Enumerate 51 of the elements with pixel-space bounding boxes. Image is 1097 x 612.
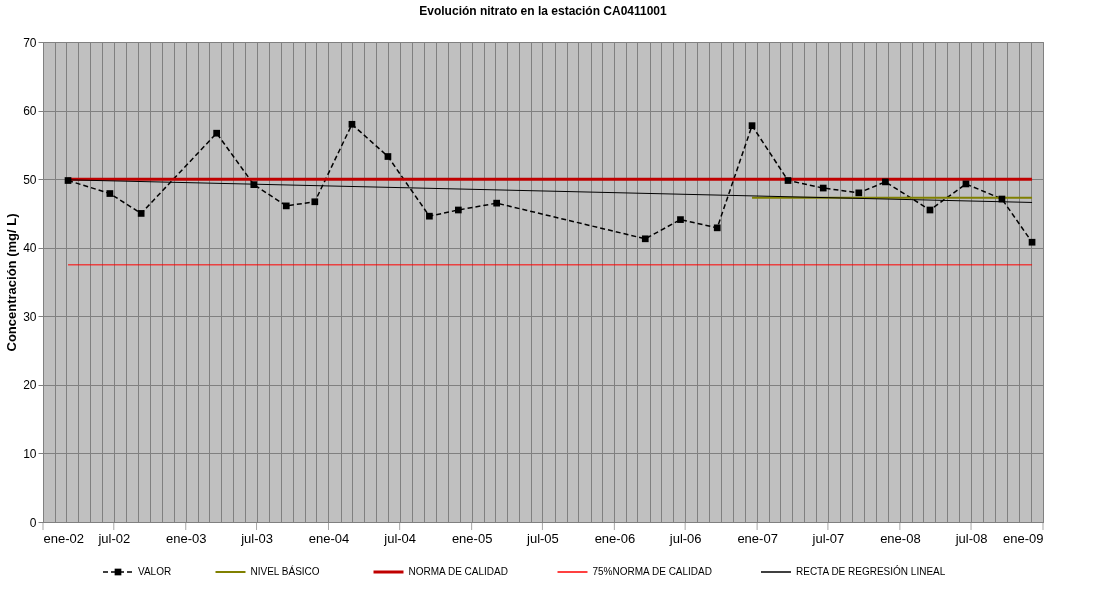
point: [641, 235, 649, 243]
point: [882, 178, 889, 186]
legend-label: VALOR: [138, 566, 172, 577]
point: [250, 181, 258, 188]
x-tick-label: ene-07: [737, 530, 778, 546]
point: [677, 216, 684, 223]
y-tick-label: 0: [29, 515, 37, 530]
legend-label: NORMA DE CALIDAD: [408, 566, 508, 577]
x-tick-label: jul-04: [383, 530, 417, 546]
point: [855, 189, 863, 197]
y-axis-title: Concentración (mg/ L): [4, 213, 20, 352]
y-tick-label: 60: [23, 104, 37, 119]
y-tick-label: 40: [23, 241, 37, 256]
legend-label: RECTA DE REGRESIÓN LINEAL: [796, 565, 946, 577]
point: [1028, 238, 1036, 246]
legend-label: 75%NORMA DE CALIDAD: [592, 566, 712, 577]
x-tick-label: ene-02: [43, 530, 84, 546]
x-tick-label: ene-05: [451, 530, 493, 546]
x-tick-label: jul-02: [97, 530, 131, 546]
x-tick-label: jul-08: [954, 530, 988, 546]
point: [64, 177, 72, 184]
x-tick-label: ene-06: [594, 530, 636, 546]
y-tick-label: 30: [23, 309, 37, 324]
point: [106, 190, 114, 197]
x-tick-label: jul-07: [811, 530, 845, 546]
point: [713, 224, 721, 232]
point: [348, 120, 356, 128]
point: [493, 199, 501, 207]
x-tick-label: ene-04: [308, 530, 350, 546]
x-tick-label: ene-03: [166, 530, 207, 546]
point: [426, 212, 433, 220]
point: [454, 206, 462, 214]
y-tick-label: 20: [23, 378, 37, 393]
point: [784, 177, 792, 184]
chart-title: Evolución nitrato en la estación CA0411001: [419, 4, 668, 18]
y-tick-label: 50: [23, 172, 37, 187]
x-tick-label: jul-03: [240, 530, 273, 546]
x-tick-label: ene-09: [1003, 530, 1044, 546]
x-tick-label: ene-08: [880, 530, 921, 546]
point: [819, 184, 827, 192]
point: [384, 153, 392, 160]
y-tick-label: 10: [23, 446, 37, 461]
legend-label: NIVEL BÁSICO: [250, 565, 320, 577]
y-tick-label: 70: [23, 35, 37, 50]
point: [213, 129, 220, 137]
x-tick-label: jul-05: [526, 530, 559, 546]
x-tick-label: jul-06: [668, 530, 702, 546]
point: [137, 210, 145, 217]
point: [748, 122, 756, 130]
point: [282, 202, 290, 210]
point: [311, 198, 319, 206]
